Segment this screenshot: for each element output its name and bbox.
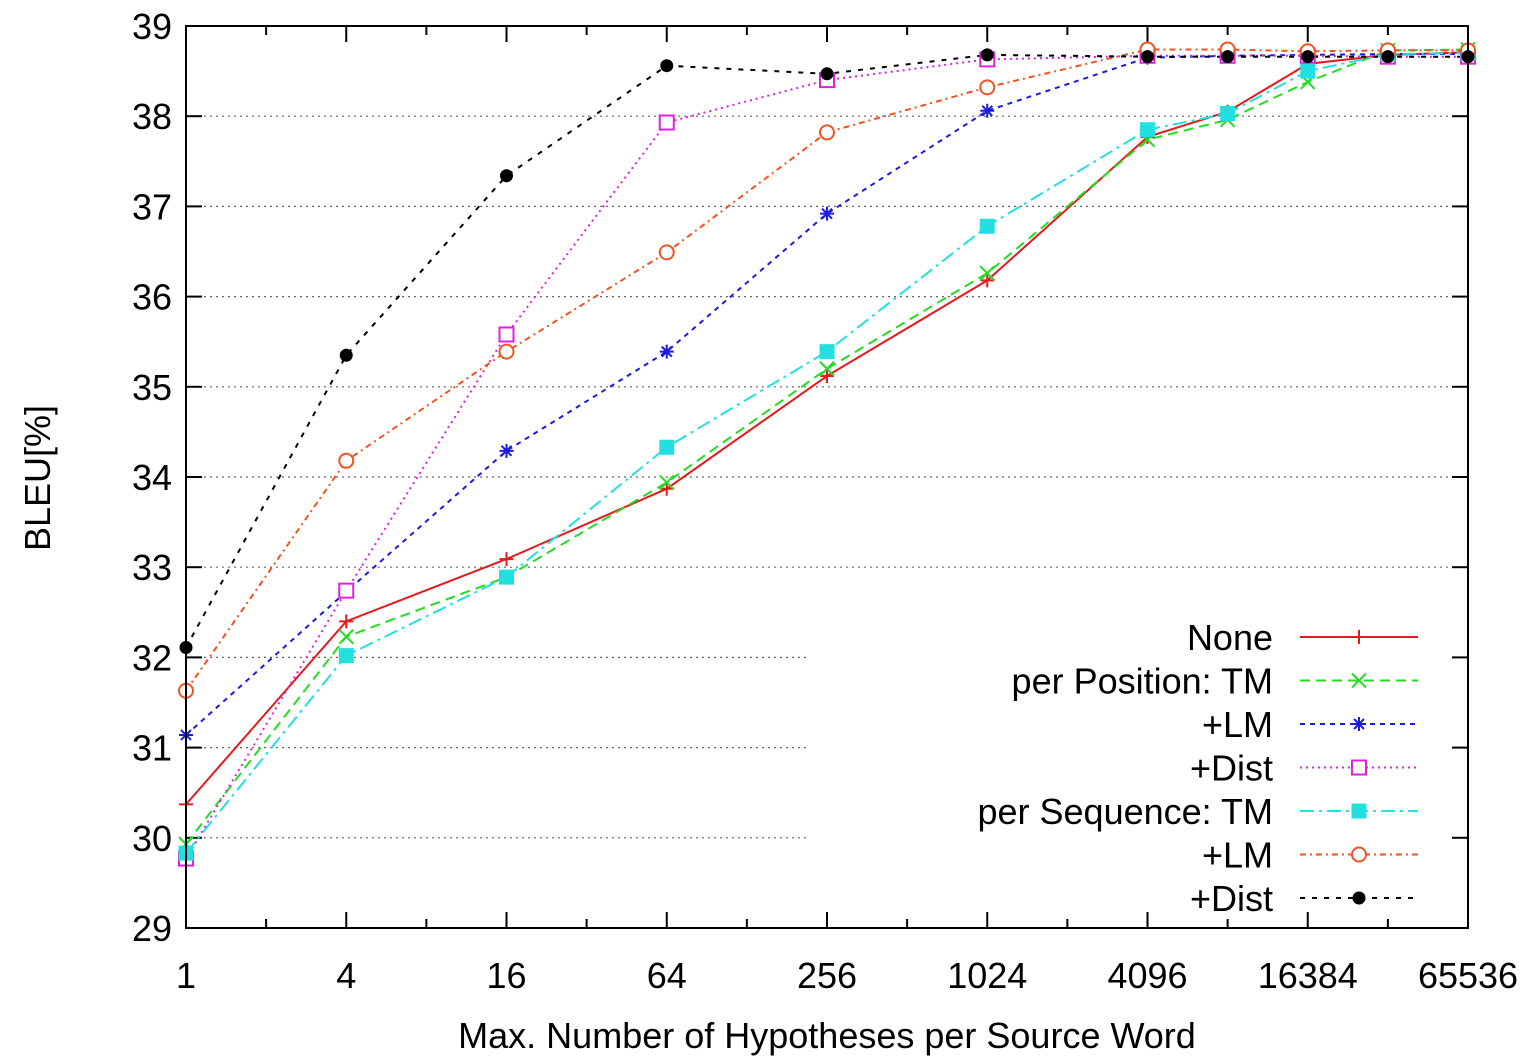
data-point-s6-5 — [980, 48, 994, 62]
legend-label-2: +LM — [1202, 704, 1273, 745]
legend-marker-5 — [1351, 846, 1367, 863]
data-point-s3-2 — [498, 326, 515, 343]
x-tick-label: 64 — [647, 955, 687, 996]
legend-label-1: per Position: TM — [1012, 661, 1273, 702]
y-tick-label: 37 — [132, 186, 172, 227]
legend-marker-6 — [1352, 891, 1366, 905]
data-point-s1-4 — [819, 361, 835, 377]
data-point-s6-4 — [820, 67, 834, 81]
data-point-s4-8 — [1300, 63, 1316, 79]
data-point-s5-4 — [819, 124, 835, 141]
x-tick-label: 256 — [797, 955, 857, 996]
data-point-s0-1 — [339, 614, 354, 629]
axis-tick-labels: 29 30 31 32 33 34 35 36 37 38 39 1 4 16 64 256 1024 4096 1… — [132, 6, 1518, 996]
legend-marker-0 — [1352, 630, 1366, 644]
series-line-1 — [185, 48, 1469, 845]
data-point-s0-4 — [820, 368, 834, 383]
data-point-s1-3 — [659, 474, 675, 491]
y-tick-label: 31 — [132, 728, 172, 769]
legend-marker-4 — [1351, 803, 1367, 819]
data-point-s3-1 — [338, 582, 355, 599]
data-point-s4-7 — [1220, 105, 1236, 121]
data-point-s2-2 — [499, 443, 514, 458]
series-markers — [178, 41, 1476, 867]
legend-marker-2 — [1352, 717, 1366, 731]
y-tick-label: 36 — [132, 277, 172, 318]
x-tick-label: 1 — [176, 955, 196, 996]
data-point-s5-5 — [979, 79, 996, 96]
data-point-s6-7 — [1221, 50, 1235, 64]
data-point-s2-3 — [659, 344, 674, 359]
legend-label-0: None — [1187, 617, 1273, 658]
x-tick-label: 65536 — [1418, 955, 1518, 996]
data-point-s4-4 — [819, 344, 835, 360]
data-point-s6-8 — [1301, 50, 1315, 64]
data-point-s6-2 — [500, 169, 513, 183]
data-point-s4-3 — [659, 439, 675, 455]
data-point-s5-1 — [338, 452, 355, 469]
data-point-s6-1 — [339, 348, 353, 362]
legend-label-4: per Sequence: TM — [977, 791, 1273, 832]
data-point-s4-5 — [979, 218, 995, 234]
data-point-s0-2 — [499, 552, 514, 567]
legend-marker-3 — [1351, 759, 1367, 776]
y-tick-label: 39 — [132, 6, 172, 47]
y-tick-label: 30 — [132, 818, 172, 859]
data-point-s4-6 — [1140, 122, 1155, 138]
data-point-s4-1 — [338, 648, 354, 664]
series-line-2 — [185, 53, 1468, 736]
data-point-s4-2 — [499, 569, 514, 585]
data-point-s1-5 — [979, 265, 995, 281]
y-tick-label: 38 — [132, 96, 172, 137]
y-tick-label: 35 — [132, 367, 172, 408]
series-line-6 — [185, 53, 1468, 648]
data-point-s3-3 — [658, 114, 675, 131]
data-point-s5-3 — [658, 244, 675, 261]
y-axis-title: BLEU[%] — [17, 405, 58, 551]
data-point-s6-6 — [1141, 50, 1154, 64]
data-point-s2-5 — [980, 103, 995, 118]
data-point-s2-4 — [820, 206, 834, 221]
x-tick-label: 16384 — [1258, 955, 1358, 996]
y-tick-label: 33 — [132, 547, 172, 588]
data-point-s0-3 — [659, 481, 674, 496]
grid-lines — [186, 115, 1468, 839]
y-tick-label: 34 — [132, 457, 172, 498]
x-tick-label: 4 — [336, 955, 356, 996]
data-point-s0-5 — [980, 273, 995, 288]
y-tick-label: 29 — [132, 908, 172, 949]
data-point-s1-1 — [338, 628, 354, 645]
data-point-s6-3 — [660, 59, 674, 73]
x-tick-label: 4096 — [1107, 955, 1187, 996]
plot-frame — [185, 25, 1469, 929]
x-tick-label: 1024 — [947, 955, 1027, 996]
legend-label-3: +Dist — [1190, 748, 1273, 789]
data-point-s5-2 — [498, 343, 515, 360]
x-axis-title: Max. Number of Hypotheses per Source Wor… — [458, 1015, 1196, 1056]
y-tick-label: 32 — [132, 637, 172, 678]
legend-marker-1 — [1351, 672, 1367, 689]
legend-label-5: +LM — [1202, 835, 1273, 876]
x-tick-label: 16 — [486, 955, 526, 996]
legend-label-6: +Dist — [1190, 878, 1273, 919]
data-point-s6-9 — [1381, 50, 1395, 64]
